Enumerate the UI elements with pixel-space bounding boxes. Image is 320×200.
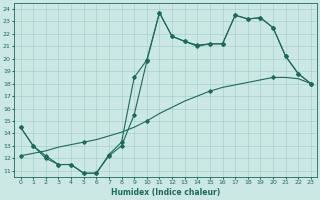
- X-axis label: Humidex (Indice chaleur): Humidex (Indice chaleur): [111, 188, 220, 197]
